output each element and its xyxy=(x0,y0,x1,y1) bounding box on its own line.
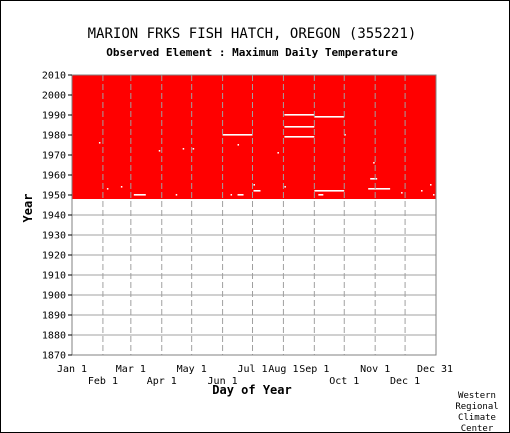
missing-segment xyxy=(314,116,345,118)
y-axis-ticks: 1870 1880 1890 1900 1910 1920 1930 1940 1950 1960… xyxy=(42,71,72,362)
missing-segment xyxy=(230,194,233,196)
y-tick-label: 1920 xyxy=(42,251,66,262)
missing-segment xyxy=(175,194,178,196)
y-tick-label: 1910 xyxy=(42,271,66,282)
missing-segment xyxy=(277,152,279,154)
x-tick-label: May 1 xyxy=(177,364,207,375)
observed-data-block xyxy=(72,75,436,199)
y-tick-label: 1990 xyxy=(42,111,66,122)
missing-segment xyxy=(373,162,375,164)
x-tick-label: Jan 1 xyxy=(57,364,87,375)
missing-segment xyxy=(284,186,286,188)
missing-segment xyxy=(133,194,146,196)
credit-block: Western Regional Climate Center xyxy=(455,391,498,433)
missing-segment xyxy=(284,136,315,138)
missing-segment xyxy=(237,194,244,196)
missing-segment xyxy=(430,184,432,186)
credit-line-4: Center xyxy=(461,424,494,433)
missing-segment xyxy=(344,134,346,136)
missing-segment xyxy=(401,192,403,194)
x-tick-label: Nov 1 xyxy=(360,364,390,375)
y-tick-label: 1970 xyxy=(42,151,66,162)
y-tick-label: 1880 xyxy=(42,331,66,342)
x-tick-label: Jul 1 xyxy=(237,364,267,375)
y-tick-label: 2010 xyxy=(42,71,66,82)
x-tick-label: Mar 1 xyxy=(116,364,146,375)
x-tick-label: Feb 1 xyxy=(88,376,118,387)
x-axis-label: Day of Year xyxy=(212,383,291,397)
missing-segment xyxy=(253,184,256,186)
x-axis-ticks: Jan 1 Mar 1 May 1 Jul 1 Aug 1 Sep 1 Nov 1 Dec 3… xyxy=(57,364,453,387)
missing-segment xyxy=(421,190,423,192)
x-tick-label: Sep 1 xyxy=(299,364,329,375)
missing-segment xyxy=(253,190,261,192)
missing-segment xyxy=(98,142,101,144)
y-tick-label: 1940 xyxy=(42,211,66,222)
missing-data xyxy=(98,114,435,196)
x-tick-label: Aug 1 xyxy=(268,364,298,375)
missing-segment xyxy=(158,150,161,152)
y-tick-label: 1960 xyxy=(42,171,66,182)
chart-title: MARION FRKS FISH HATCH, OREGON (355221) xyxy=(88,26,417,42)
missing-segment xyxy=(222,134,253,136)
missing-segment xyxy=(120,186,123,188)
y-tick-label: 1950 xyxy=(42,191,66,202)
missing-segment xyxy=(433,194,435,196)
missing-segment xyxy=(370,178,378,180)
y-tick-label: 1980 xyxy=(42,131,66,142)
y-tick-label: 1930 xyxy=(42,231,66,242)
x-tick-label: Apr 1 xyxy=(147,376,177,387)
missing-segment xyxy=(106,188,109,190)
credit-line-1: Western xyxy=(458,391,496,401)
x-tick-label: Oct 1 xyxy=(329,376,359,387)
missing-segment xyxy=(284,114,315,116)
missing-segment xyxy=(314,190,345,192)
credit-line-2: Regional xyxy=(455,402,498,412)
x-tick-label: Dec 31 xyxy=(417,364,453,375)
x-tick-label: Jun 1 xyxy=(208,376,238,387)
missing-segment xyxy=(368,188,391,190)
data-area xyxy=(72,75,436,199)
x-tick-label: Dec 1 xyxy=(390,376,420,387)
credit-line-3: Climate xyxy=(458,413,496,423)
y-tick-label: 1870 xyxy=(42,351,66,362)
missing-segment xyxy=(284,126,315,128)
missing-segment xyxy=(237,144,240,146)
y-tick-label: 1890 xyxy=(42,311,66,322)
y-tick-label: 2000 xyxy=(42,91,66,102)
missing-segment xyxy=(192,148,195,150)
missing-segment xyxy=(182,148,185,150)
vertical-gridlines xyxy=(102,75,406,355)
y-tick-label: 1900 xyxy=(42,291,66,302)
y-axis-label: Year xyxy=(21,194,35,223)
missing-segment xyxy=(318,194,324,196)
chart-subtitle: Observed Element : Maximum Daily Tempera… xyxy=(106,46,398,59)
